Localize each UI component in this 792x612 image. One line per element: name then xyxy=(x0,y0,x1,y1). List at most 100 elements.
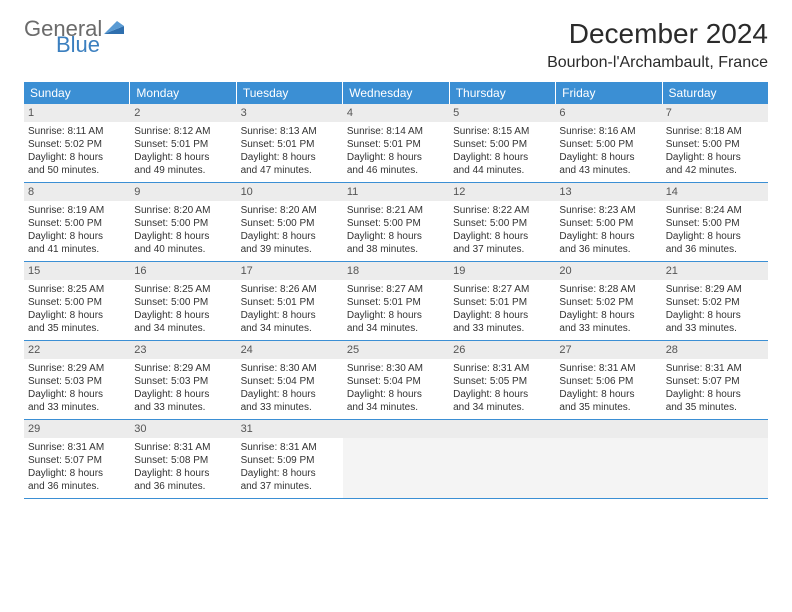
daylight-line: and 33 minutes. xyxy=(28,401,126,414)
week-row: 1Sunrise: 8:11 AMSunset: 5:02 PMDaylight… xyxy=(24,104,768,183)
day-number: 31 xyxy=(237,420,343,438)
calendar: SundayMondayTuesdayWednesdayThursdayFrid… xyxy=(24,82,768,499)
sunrise-line: Sunrise: 8:23 AM xyxy=(559,204,657,217)
day-number: 17 xyxy=(237,262,343,280)
sunset-line: Sunset: 5:02 PM xyxy=(28,138,126,151)
sunrise-line: Sunrise: 8:11 AM xyxy=(28,125,126,138)
daylight-line: Daylight: 8 hours xyxy=(666,230,764,243)
logo: GeneralBlue xyxy=(24,18,124,56)
day-cell: 13Sunrise: 8:23 AMSunset: 5:00 PMDayligh… xyxy=(555,183,661,261)
day-cell: 3Sunrise: 8:13 AMSunset: 5:01 PMDaylight… xyxy=(237,104,343,182)
day-cell: 2Sunrise: 8:12 AMSunset: 5:01 PMDaylight… xyxy=(130,104,236,182)
logo-text-blue: Blue xyxy=(56,34,124,56)
sunrise-line: Sunrise: 8:28 AM xyxy=(559,283,657,296)
daylight-line: and 35 minutes. xyxy=(28,322,126,335)
daylight-line: and 44 minutes. xyxy=(453,164,551,177)
daylight-line: Daylight: 8 hours xyxy=(28,151,126,164)
day-number: 30 xyxy=(130,420,236,438)
daylight-line: Daylight: 8 hours xyxy=(241,467,339,480)
daylight-line: and 35 minutes. xyxy=(559,401,657,414)
sunrise-line: Sunrise: 8:26 AM xyxy=(241,283,339,296)
week-row: 22Sunrise: 8:29 AMSunset: 5:03 PMDayligh… xyxy=(24,341,768,420)
daylight-line: Daylight: 8 hours xyxy=(134,151,232,164)
weekday-header: Wednesday xyxy=(343,82,449,104)
day-cell: 11 Sunrise: 8:21 AMSunset: 5:00 PMDayligh… xyxy=(343,183,449,261)
sunset-line: Sunset: 5:01 PM xyxy=(347,296,445,309)
empty-cell xyxy=(449,420,555,498)
weekday-header: Monday xyxy=(130,82,236,104)
sunset-line: Sunset: 5:08 PM xyxy=(134,454,232,467)
daylight-line: Daylight: 8 hours xyxy=(453,151,551,164)
daylight-line: and 39 minutes. xyxy=(241,243,339,256)
day-number: 29 xyxy=(24,420,130,438)
day-number: 1 xyxy=(24,104,130,122)
title-block: December 2024 Bourbon-l'Archambault, Fra… xyxy=(547,18,768,72)
daylight-line: Daylight: 8 hours xyxy=(347,151,445,164)
day-cell: 17Sunrise: 8:26 AMSunset: 5:01 PMDayligh… xyxy=(237,262,343,340)
day-cell: 28Sunrise: 8:31 AMSunset: 5:07 PMDayligh… xyxy=(662,341,768,419)
day-number: 14 xyxy=(662,183,768,201)
weekday-header: Thursday xyxy=(450,82,556,104)
daylight-line: Daylight: 8 hours xyxy=(453,230,551,243)
sunset-line: Sunset: 5:00 PM xyxy=(134,217,232,230)
daylight-line: and 34 minutes. xyxy=(347,322,445,335)
sunset-line: Sunset: 5:06 PM xyxy=(559,375,657,388)
sunrise-line: Sunrise: 8:18 AM xyxy=(666,125,764,138)
week-row: 8Sunrise: 8:19 AMSunset: 5:00 PMDaylight… xyxy=(24,183,768,262)
sunset-line: Sunset: 5:02 PM xyxy=(559,296,657,309)
sunset-line: Sunset: 5:01 PM xyxy=(347,138,445,151)
daylight-line: and 33 minutes. xyxy=(453,322,551,335)
day-cell: 9Sunrise: 8:20 AMSunset: 5:00 PMDaylight… xyxy=(130,183,236,261)
daylight-line: and 37 minutes. xyxy=(241,480,339,493)
weekday-header: Tuesday xyxy=(237,82,343,104)
day-number: 25 xyxy=(343,341,449,359)
day-cell: 14Sunrise: 8:24 AMSunset: 5:00 PMDayligh… xyxy=(662,183,768,261)
sunrise-line: Sunrise: 8:21 AM xyxy=(347,204,445,217)
empty-day-bar xyxy=(449,420,555,438)
day-number: 27 xyxy=(555,341,661,359)
daylight-line: Daylight: 8 hours xyxy=(347,309,445,322)
day-number: 16 xyxy=(130,262,236,280)
daylight-line: and 41 minutes. xyxy=(28,243,126,256)
sunrise-line: Sunrise: 8:16 AM xyxy=(559,125,657,138)
day-cell: 7Sunrise: 8:18 AMSunset: 5:00 PMDaylight… xyxy=(662,104,768,182)
day-cell: 23Sunrise: 8:29 AMSunset: 5:03 PMDayligh… xyxy=(130,341,236,419)
daylight-line: Daylight: 8 hours xyxy=(559,388,657,401)
daylight-line: and 50 minutes. xyxy=(28,164,126,177)
day-number: 13 xyxy=(555,183,661,201)
daylight-line: Daylight: 8 hours xyxy=(28,467,126,480)
sunrise-line: Sunrise: 8:31 AM xyxy=(559,362,657,375)
day-number: 12 xyxy=(449,183,555,201)
daylight-line: Daylight: 8 hours xyxy=(28,309,126,322)
day-cell: 24Sunrise: 8:30 AMSunset: 5:04 PMDayligh… xyxy=(237,341,343,419)
sunrise-line: Sunrise: 8:25 AM xyxy=(28,283,126,296)
daylight-line: Daylight: 8 hours xyxy=(241,388,339,401)
daylight-line: Daylight: 8 hours xyxy=(559,151,657,164)
day-number: 11 xyxy=(343,183,449,201)
sunrise-line: Sunrise: 8:13 AM xyxy=(241,125,339,138)
daylight-line: and 38 minutes. xyxy=(347,243,445,256)
sunrise-line: Sunrise: 8:31 AM xyxy=(666,362,764,375)
day-number: 3 xyxy=(237,104,343,122)
daylight-line: Daylight: 8 hours xyxy=(241,309,339,322)
sunrise-line: Sunrise: 8:20 AM xyxy=(134,204,232,217)
daylight-line: Daylight: 8 hours xyxy=(453,309,551,322)
daylight-line: Daylight: 8 hours xyxy=(347,230,445,243)
sunrise-line: Sunrise: 8:22 AM xyxy=(453,204,551,217)
day-cell: 25Sunrise: 8:30 AMSunset: 5:04 PMDayligh… xyxy=(343,341,449,419)
day-cell: 30Sunrise: 8:31 AMSunset: 5:08 PMDayligh… xyxy=(130,420,236,498)
sunset-line: Sunset: 5:00 PM xyxy=(559,217,657,230)
weekday-header: Sunday xyxy=(24,82,130,104)
weekday-header-row: SundayMondayTuesdayWednesdayThursdayFrid… xyxy=(24,82,768,104)
empty-day-bar xyxy=(555,420,661,438)
sunset-line: Sunset: 5:00 PM xyxy=(666,217,764,230)
daylight-line: and 33 minutes. xyxy=(241,401,339,414)
day-number: 2 xyxy=(130,104,236,122)
daylight-line: Daylight: 8 hours xyxy=(241,151,339,164)
sunrise-line: Sunrise: 8:15 AM xyxy=(453,125,551,138)
daylight-line: and 49 minutes. xyxy=(134,164,232,177)
day-cell: 20Sunrise: 8:28 AMSunset: 5:02 PMDayligh… xyxy=(555,262,661,340)
sunset-line: Sunset: 5:01 PM xyxy=(453,296,551,309)
daylight-line: and 46 minutes. xyxy=(347,164,445,177)
sunset-line: Sunset: 5:00 PM xyxy=(347,217,445,230)
